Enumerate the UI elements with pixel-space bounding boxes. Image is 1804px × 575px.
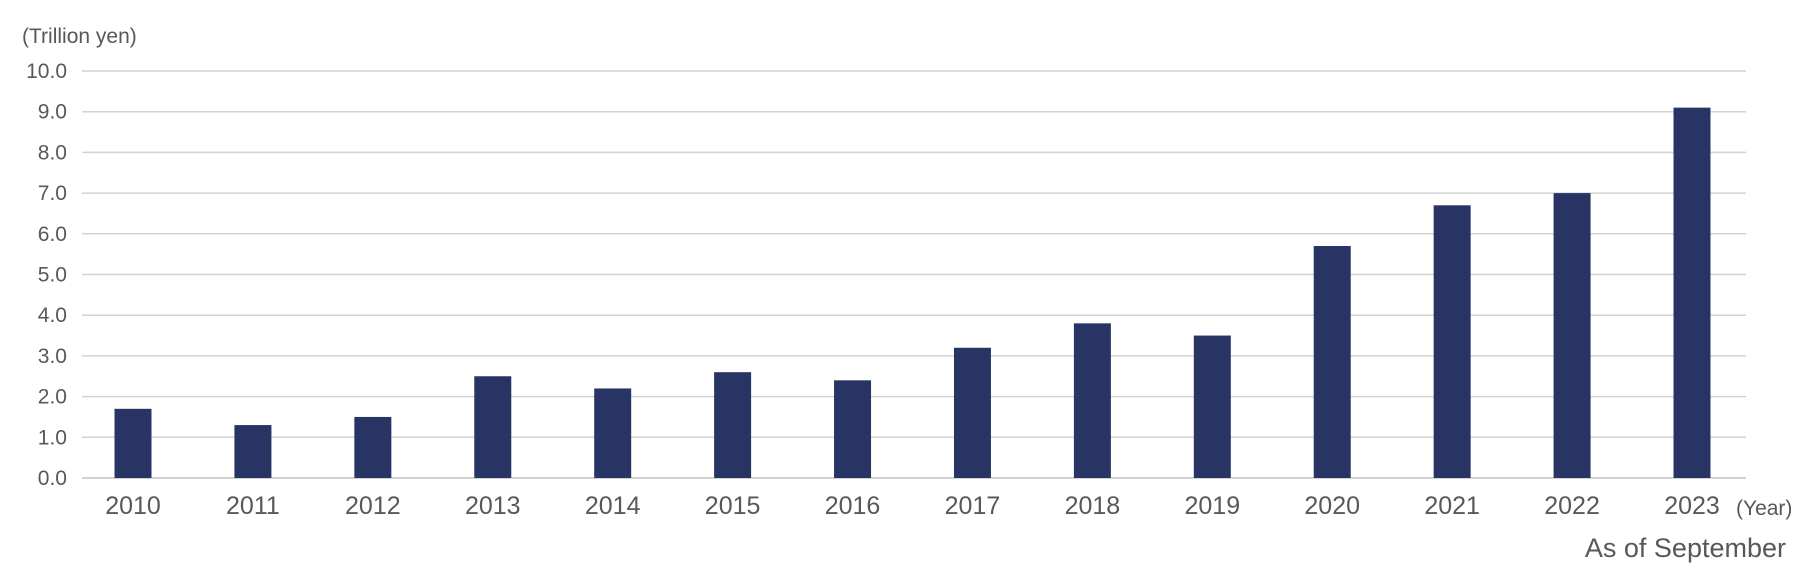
x-tick-label: 2018 [1065, 492, 1121, 520]
y-tick-label: 2.0 [38, 386, 67, 409]
bar-2023 [1673, 107, 1711, 478]
x-tick-label: 2017 [945, 492, 1001, 520]
x-tick-label: 2010 [105, 492, 161, 520]
y-axis-unit-label: (Trillion yen) [22, 25, 137, 48]
bar-2020 [1313, 246, 1351, 478]
x-tick-label: 2022 [1544, 492, 1600, 520]
gridlines [82, 70, 1746, 479]
bar-2013 [474, 376, 512, 478]
x-tick-label: 2020 [1304, 492, 1360, 520]
bar-2017 [953, 347, 991, 478]
x-axis-unit-label: (Year) [1736, 497, 1792, 520]
bars [114, 107, 1711, 478]
bar-2016 [834, 380, 872, 478]
y-tick-label: 1.0 [38, 426, 67, 449]
x-tick-label: 2021 [1424, 492, 1480, 520]
bar-2018 [1073, 323, 1111, 478]
y-tick-label: 6.0 [38, 223, 67, 246]
x-tick-label: 2014 [585, 492, 641, 520]
x-tick-label: 2023 [1664, 492, 1720, 520]
bar-2015 [714, 372, 752, 478]
y-tick-label: 10.0 [26, 60, 67, 83]
x-tick-label: 2015 [705, 492, 761, 520]
x-tick-label: 2012 [345, 492, 401, 520]
y-tick-label: 5.0 [38, 264, 67, 287]
x-axis-tick-labels: 2010 2011 2012 2013 2014 2015 2016 2017 2018 2019… [105, 492, 1720, 520]
bar-2012 [354, 416, 392, 478]
y-tick-label: 3.0 [38, 345, 67, 368]
x-tick-label: 2011 [226, 492, 280, 520]
bar-2022 [1553, 193, 1591, 478]
x-tick-label: 2019 [1184, 492, 1240, 520]
bar-2014 [594, 388, 632, 478]
y-tick-label: 9.0 [38, 101, 67, 124]
y-axis-tick-labels: 0.0 1.0 2.0 3.0 4.0 5.0 6.0 7.0 8.0 9.0 10.0 [26, 60, 67, 490]
y-tick-label: 4.0 [38, 304, 67, 327]
bar-2010 [114, 408, 152, 478]
footnote: As of September [1585, 533, 1786, 563]
bar-2021 [1433, 205, 1471, 478]
y-tick-label: 7.0 [38, 182, 67, 205]
y-tick-label: 0.0 [38, 467, 67, 490]
x-tick-label: 2016 [825, 492, 881, 520]
x-tick-label: 2013 [465, 492, 521, 520]
bar-2011 [234, 425, 272, 478]
y-tick-label: 8.0 [38, 141, 67, 164]
bar-2019 [1193, 335, 1231, 478]
